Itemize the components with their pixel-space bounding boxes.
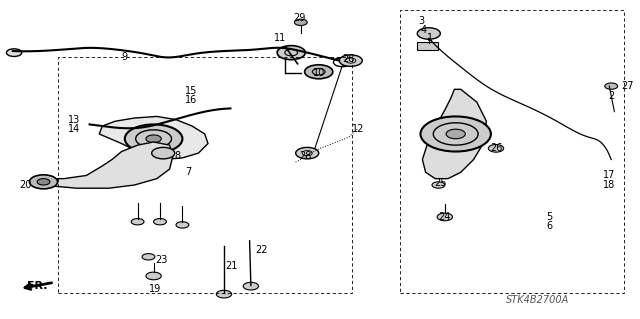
Circle shape — [152, 147, 175, 159]
Text: 9: 9 — [122, 52, 128, 63]
Text: STK4B2700A: STK4B2700A — [506, 295, 569, 306]
Text: 11: 11 — [274, 33, 287, 43]
Text: 8: 8 — [175, 151, 181, 161]
Text: 3: 3 — [418, 16, 424, 26]
Text: 13: 13 — [67, 115, 80, 125]
Text: 18: 18 — [603, 180, 616, 190]
Circle shape — [125, 124, 182, 153]
Text: 15: 15 — [184, 86, 197, 96]
Circle shape — [29, 175, 58, 189]
Text: 10: 10 — [312, 68, 325, 78]
Circle shape — [305, 65, 333, 79]
Circle shape — [294, 19, 307, 26]
Text: 17: 17 — [603, 170, 616, 181]
Text: 20: 20 — [19, 180, 32, 190]
Text: 23: 23 — [155, 255, 168, 265]
Circle shape — [437, 213, 452, 221]
Circle shape — [142, 254, 155, 260]
Circle shape — [37, 179, 50, 185]
Text: 14: 14 — [67, 124, 80, 134]
Text: 12: 12 — [352, 124, 365, 134]
Text: 28: 28 — [300, 151, 312, 161]
Circle shape — [417, 28, 440, 39]
Text: 24: 24 — [438, 212, 451, 222]
FancyBboxPatch shape — [417, 42, 438, 50]
Text: 6: 6 — [546, 221, 552, 232]
Circle shape — [446, 129, 465, 139]
Text: 7: 7 — [186, 167, 192, 177]
Circle shape — [154, 219, 166, 225]
Polygon shape — [42, 142, 173, 188]
Circle shape — [146, 272, 161, 280]
Circle shape — [296, 147, 319, 159]
Polygon shape — [99, 116, 208, 160]
Circle shape — [243, 282, 259, 290]
Text: 29: 29 — [293, 12, 306, 23]
Text: 4: 4 — [420, 25, 427, 35]
Polygon shape — [422, 89, 486, 179]
Text: 26: 26 — [490, 143, 502, 153]
Circle shape — [131, 219, 144, 225]
Text: 2: 2 — [608, 91, 614, 101]
Text: FR.: FR. — [27, 280, 47, 291]
Text: 16: 16 — [184, 95, 197, 106]
Text: 27: 27 — [621, 81, 634, 91]
Text: 21: 21 — [225, 261, 238, 271]
Circle shape — [146, 135, 161, 143]
Text: 25: 25 — [434, 178, 447, 189]
Text: 22: 22 — [255, 245, 268, 256]
Circle shape — [488, 145, 504, 152]
Circle shape — [176, 222, 189, 228]
Circle shape — [277, 46, 305, 60]
Text: 5: 5 — [546, 212, 552, 222]
Circle shape — [605, 83, 618, 89]
Text: 28: 28 — [342, 54, 355, 64]
Circle shape — [339, 55, 362, 66]
Circle shape — [6, 49, 22, 56]
Text: 1: 1 — [427, 33, 433, 43]
Circle shape — [216, 290, 232, 298]
Circle shape — [420, 116, 491, 152]
Circle shape — [432, 182, 445, 188]
Text: 19: 19 — [148, 284, 161, 294]
